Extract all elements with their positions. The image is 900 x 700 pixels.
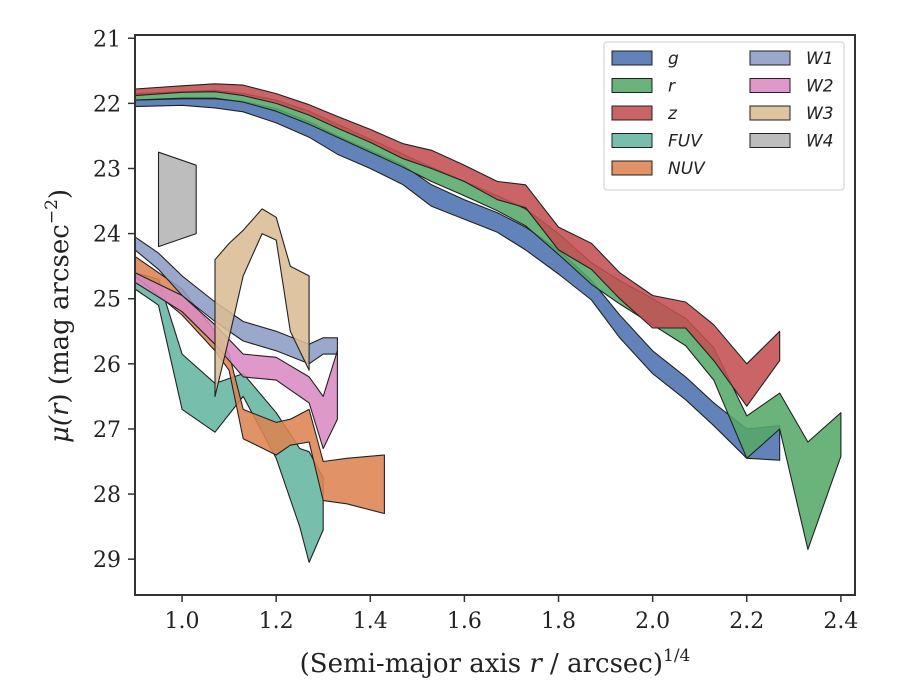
legend-label: NUV	[668, 159, 706, 179]
legend-item-fuv: FUV	[611, 132, 703, 152]
y-axis-label-var: r	[45, 402, 75, 416]
legend-swatch	[749, 78, 791, 93]
x-axis-label-prefix: (Semi-major axis	[300, 649, 530, 679]
legend-swatch	[749, 105, 791, 121]
y-tick-label: 28	[93, 483, 121, 508]
legend-item-z: z	[611, 104, 678, 124]
band-w2	[134, 272, 338, 450]
legend-label: W2	[806, 77, 834, 97]
legend-label: g	[668, 49, 679, 69]
legend-swatch	[749, 133, 791, 148]
legend-label: FUV	[668, 132, 703, 152]
legend-label: r	[668, 77, 676, 97]
x-tick-label: 2.4	[823, 609, 858, 634]
y-tick-label: 24	[93, 223, 121, 248]
band-w4	[157, 151, 197, 248]
y-tick-label: 23	[93, 157, 121, 182]
plot-frame	[134, 34, 856, 596]
x-tick-label: 1.4	[353, 609, 388, 634]
y-tick-label: 27	[93, 418, 121, 443]
y-tick-label: 26	[93, 353, 121, 378]
legend-swatch	[611, 50, 653, 66]
legend-item-w4: W4	[749, 132, 834, 152]
legend-swatch	[611, 78, 653, 93]
legend-item-w2: W2	[749, 77, 834, 97]
legend-label: W4	[806, 132, 834, 152]
y-axis-label-mu: μ(	[45, 415, 75, 443]
x-tick-label: 2.2	[729, 609, 764, 634]
y-axis-ticks: 21 22 23 24 25 26 27 28 29	[93, 27, 135, 573]
y-tick-label: 22	[93, 92, 121, 117]
legend-swatch	[749, 50, 791, 66]
band-z	[134, 83, 781, 407]
x-axis-label-var: r	[529, 649, 543, 679]
legend-swatch	[611, 160, 653, 176]
legend-swatch	[611, 133, 653, 148]
y-tick-label: 25	[93, 288, 121, 313]
x-tick-label: 1.0	[165, 609, 200, 634]
x-axis-ticks: 1.0 1.2 1.4 1.6 1.8 2.0 2.2 2.4	[165, 595, 858, 634]
y-axis-label-exponent: −2	[42, 199, 62, 224]
y-axis-label-mid: ) (mag arcsec	[45, 224, 75, 403]
legend-label: W1	[806, 49, 834, 69]
legend-item-r: r	[611, 77, 676, 97]
legend: grz FUV NUV W1 W2 W3 W4	[603, 41, 845, 191]
y-tick-label: 29	[93, 548, 121, 573]
legend-item-nuv: NUV	[611, 159, 706, 179]
legend-item-g: g	[611, 49, 679, 69]
x-tick-label: 1.2	[259, 609, 294, 634]
x-axis-label: (Semi-major axis r / arcsec)1/4	[300, 646, 691, 679]
x-tick-label: 1.6	[447, 609, 482, 634]
legend-item-w1: W1	[749, 49, 834, 69]
legend-label: W3	[806, 104, 834, 124]
x-tick-label: 2.0	[635, 609, 670, 634]
legend-swatch	[611, 105, 653, 121]
legend-items: grz FUV NUV W1 W2 W3 W4	[611, 49, 834, 179]
legend-label: z	[667, 104, 678, 124]
x-tick-label: 1.8	[541, 609, 576, 634]
legend-item-w3: W3	[749, 104, 834, 124]
band-layer	[134, 83, 842, 563]
y-tick-label: 21	[93, 27, 121, 52]
y-axis-label-end: )	[45, 189, 75, 199]
x-axis-label-exponent: 1/4	[663, 646, 690, 666]
x-axis-label-suffix: / arcsec)	[542, 649, 663, 679]
y-axis-label: μ(r) (mag arcsec−2)	[42, 189, 75, 443]
band-w3	[214, 208, 310, 397]
